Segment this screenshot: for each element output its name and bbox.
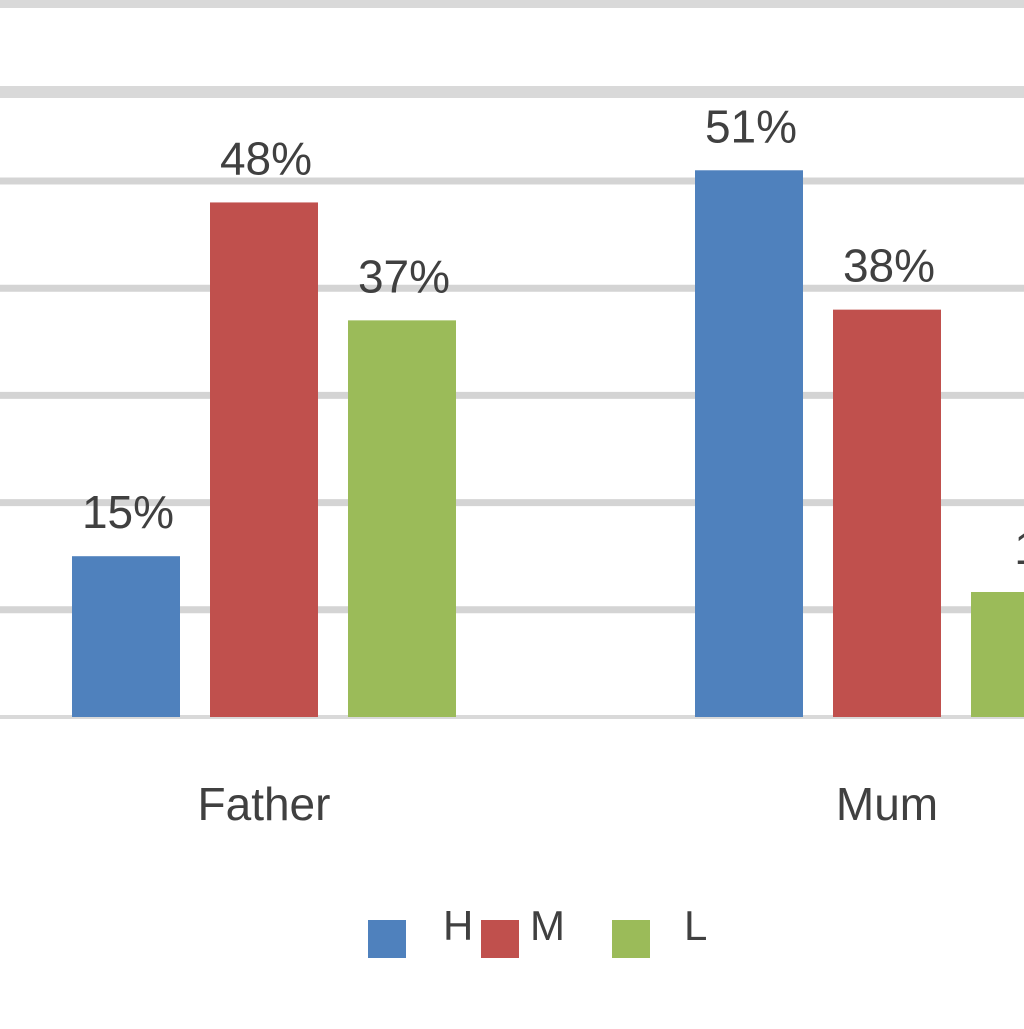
- legend-swatch-L: [612, 920, 650, 958]
- data-label-M-father: 48%: [220, 132, 312, 184]
- x-tick-label: Mum: [836, 778, 938, 830]
- legend-label-L: L: [684, 902, 707, 949]
- bar-L-mum: [971, 592, 1024, 717]
- data-label-L-father: 37%: [358, 250, 450, 302]
- top-frame-line: [0, 0, 1024, 8]
- data-label-M-mum: 38%: [843, 240, 935, 292]
- legend-swatch-M: [481, 920, 519, 958]
- bar-M-mum: [833, 309, 941, 717]
- plot-top-line: [0, 86, 1024, 98]
- bar-M-father: [210, 202, 318, 717]
- x-tick-labels: Father Mum: [198, 778, 939, 830]
- bar-H-mum: [695, 170, 803, 717]
- x-tick-label: Father: [198, 778, 331, 830]
- bar-L-father: [348, 320, 456, 717]
- legend-label-M: M: [530, 902, 565, 949]
- data-label-H-father: 15%: [82, 486, 174, 538]
- data-label-L-mum: 1: [1014, 522, 1024, 574]
- legend-swatch-H: [368, 920, 406, 958]
- bar-labels: 15% 48% 37% 51% 38% 1: [82, 100, 1024, 574]
- data-label-H-mum: 51%: [705, 100, 797, 152]
- bar-H-father: [72, 556, 180, 717]
- bars: [72, 170, 1024, 717]
- legend-label-H: H: [443, 902, 473, 949]
